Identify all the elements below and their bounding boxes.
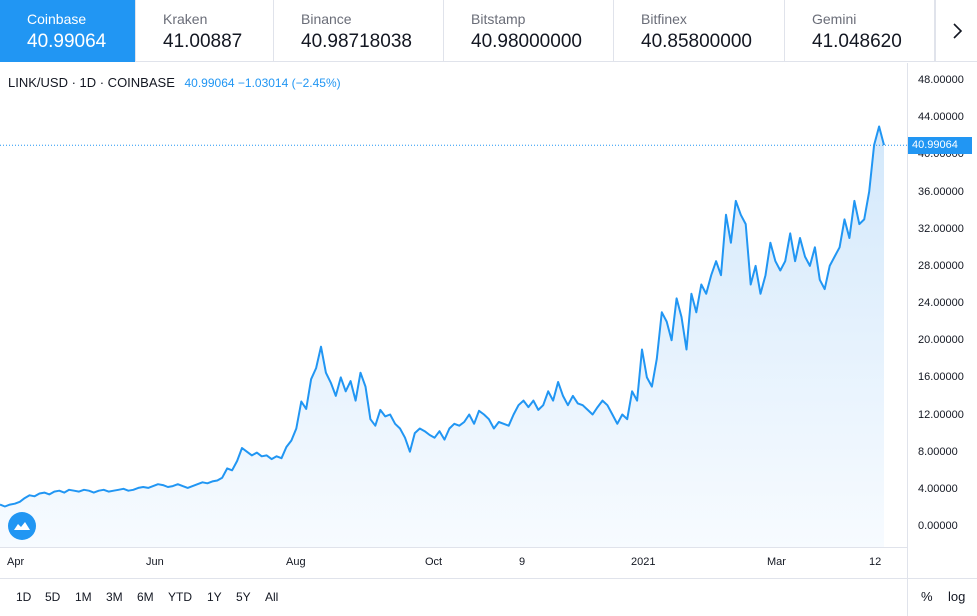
exchange-price: 40.98000000 — [471, 31, 582, 52]
exchange-price: 40.99064 — [27, 31, 107, 52]
x-tick-label: Oct — [425, 556, 443, 568]
range-6m-button[interactable]: 6M — [137, 590, 154, 604]
range-ytd-button[interactable]: YTD — [168, 590, 192, 604]
log-scale-toggle[interactable]: log — [948, 589, 966, 604]
exchange-price: 41.00887 — [163, 31, 243, 52]
y-tick-label: 0.00000 — [918, 520, 958, 532]
range-1m-button[interactable]: 1M — [75, 590, 92, 604]
exchange-bar: Coinbase 40.99064 Kraken 41.00887 Binanc… — [0, 0, 977, 62]
y-tick-label: 36.00000 — [918, 185, 964, 198]
range-5y-button[interactable]: 5Y — [236, 590, 251, 604]
x-axis — [0, 547, 907, 548]
range-1d-button[interactable]: 1D — [16, 590, 32, 604]
x-tick-label: 12 — [869, 556, 882, 568]
chevron-right-icon — [952, 23, 962, 39]
exchange-name: Coinbase — [27, 11, 87, 27]
last-price-tag: 40.99064 — [908, 137, 972, 154]
exchange-name: Gemini — [812, 11, 857, 27]
y-tick-label: 44.00000 — [918, 111, 964, 124]
legend-values: 40.99064 −1.03014 (−2.45%) — [184, 76, 341, 90]
exchange-price: 40.98718038 — [301, 31, 412, 52]
exchange-tab-binance[interactable]: Binance 40.98718038 — [274, 0, 444, 62]
next-exchanges-button[interactable] — [935, 0, 977, 62]
y-tick-label: 12.00000 — [918, 408, 964, 421]
bottom-toolbar: 1D 5D 1M 3M 6M YTD 1Y 5Y All % log — [0, 578, 977, 616]
price-line — [0, 125, 885, 508]
y-tick-label: 32.00000 — [918, 222, 964, 235]
range-5d-button[interactable]: 5D — [45, 590, 61, 604]
y-tick-label: 4.00000 — [918, 482, 958, 495]
range-3m-button[interactable]: 3M — [106, 590, 123, 604]
exchange-name: Kraken — [163, 11, 208, 27]
exchange-name: Binance — [301, 11, 352, 27]
cloud-icon — [14, 522, 30, 530]
y-tick-label: 20.00000 — [918, 334, 964, 347]
y-tick-label: 48.00000 — [918, 74, 964, 87]
x-tick-label: Mar — [767, 556, 786, 568]
y-axis — [907, 63, 908, 578]
y-tick-label: 24.00000 — [918, 297, 964, 309]
exchange-price: 40.85800000 — [641, 31, 752, 52]
x-tick-label: Aug — [286, 556, 306, 568]
exchange-tab-gemini[interactable]: Gemini 41.048620 — [785, 0, 935, 62]
x-tick-label: Jun — [146, 556, 164, 568]
price-area-fill — [0, 126, 884, 547]
exchange-name: Bitfinex — [641, 11, 687, 27]
chart-legend: LINK/USD · 1D · COINBASE 40.99064 −1.030… — [8, 74, 341, 92]
x-tick-label: 9 — [519, 556, 526, 568]
x-tick-label: Apr — [7, 556, 25, 568]
tradingview-logo-button[interactable] — [8, 512, 36, 540]
x-tick-label: 2021 — [631, 556, 656, 568]
exchange-name: Bitstamp — [471, 11, 526, 27]
legend-symbol: LINK/USD · 1D · COINBASE — [8, 75, 175, 90]
exchange-price: 41.048620 — [812, 31, 902, 52]
y-tick-label: 8.00000 — [918, 445, 958, 458]
percent-scale-toggle[interactable]: % — [921, 589, 933, 604]
y-tick-label: 28.00000 — [918, 259, 964, 272]
exchange-tab-bitstamp[interactable]: Bitstamp 40.98000000 — [444, 0, 614, 62]
range-all-button[interactable]: All — [265, 590, 279, 604]
exchange-tab-coinbase[interactable]: Coinbase 40.99064 — [0, 0, 136, 62]
toolbar-divider — [907, 579, 908, 616]
range-1y-button[interactable]: 1Y — [207, 590, 222, 604]
y-tick-label: 16.00000 — [918, 371, 964, 384]
exchange-tab-kraken[interactable]: Kraken 41.00887 — [136, 0, 274, 62]
exchange-tab-bitfinex[interactable]: Bitfinex 40.85800000 — [614, 0, 785, 62]
